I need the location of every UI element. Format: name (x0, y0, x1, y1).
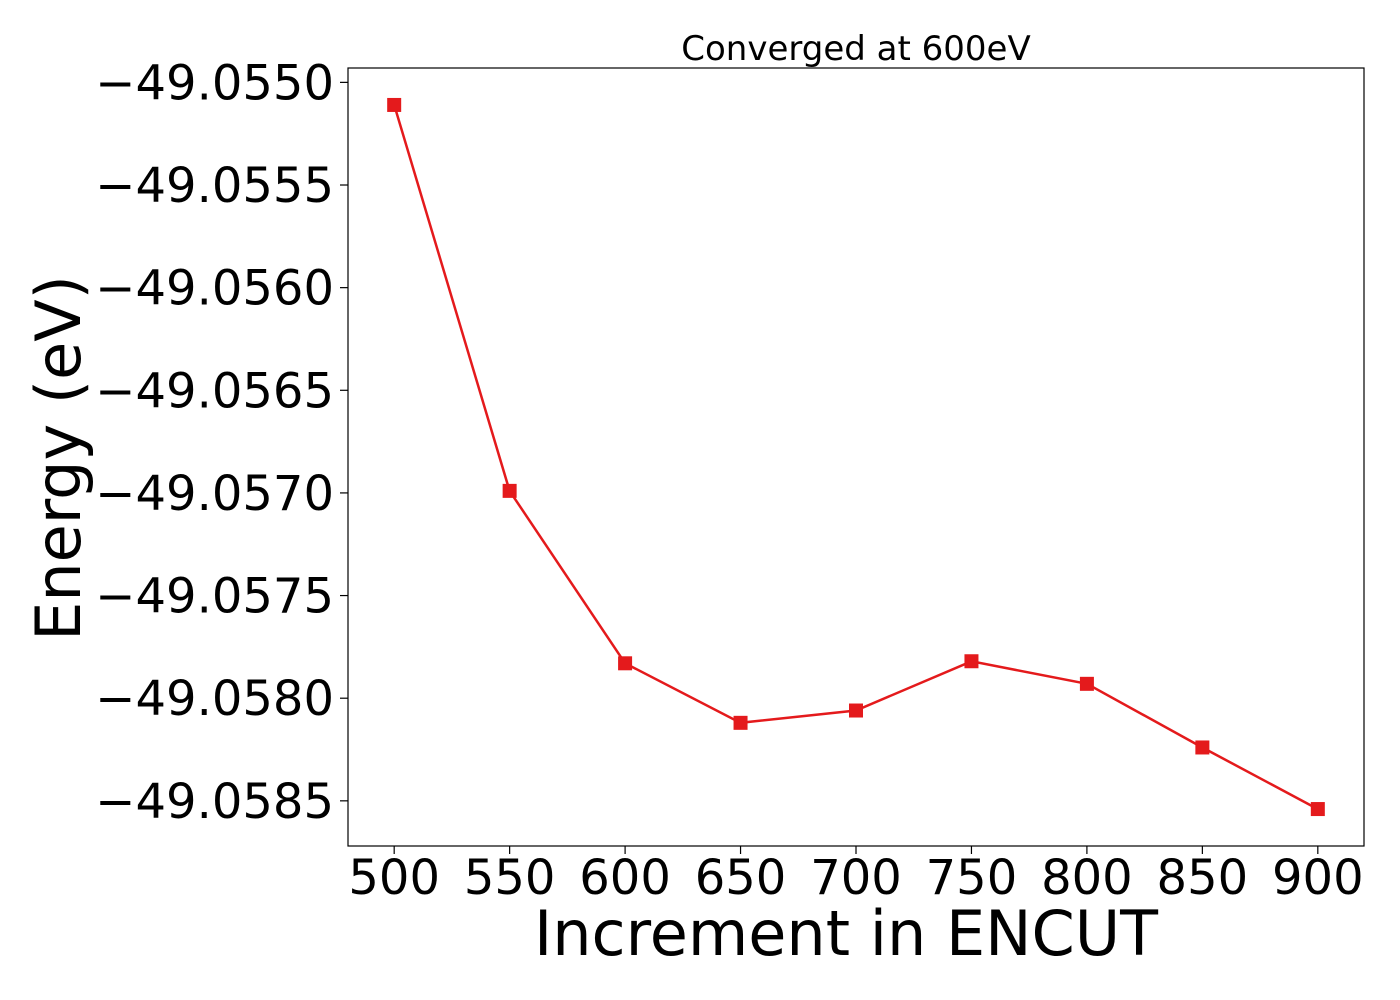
data-point (733, 715, 748, 730)
x-axis-label: Increment in ENCUT (534, 897, 1159, 970)
plot-frame (347, 67, 1365, 847)
x-tick-label: 600 (579, 850, 671, 906)
x-tick-label: 800 (1041, 850, 1133, 906)
y-tick-label: −49.0555 (95, 158, 334, 214)
x-axis: 500 550 600 650 700 750 800 850 900 (348, 846, 1364, 906)
x-tick-label: 500 (348, 850, 440, 906)
x-tick-label: 550 (464, 850, 556, 906)
x-tick-label: 850 (1157, 850, 1249, 906)
y-tick-label: −49.0560 (95, 261, 334, 317)
y-tick-label: −49.0570 (95, 466, 334, 522)
data-point (387, 97, 402, 112)
x-tick-label: 750 (926, 850, 1018, 906)
x-tick-label: 650 (695, 850, 787, 906)
y-tick-label: −49.0565 (95, 363, 334, 419)
data-point (849, 703, 863, 718)
data-point (502, 483, 517, 498)
y-axis-label: Energy (eV) (22, 275, 95, 641)
y-tick-label: −49.0575 (95, 569, 334, 625)
y-tick-label: −49.0550 (95, 55, 334, 111)
data-point (618, 656, 633, 671)
y-axis: −49.0550 −49.0555 −49.0560 −49.0565 −49.0570… (95, 55, 348, 830)
data-point (1079, 676, 1094, 691)
data-point (1195, 740, 1210, 755)
chart-title: Converged at 600eV (681, 29, 1030, 69)
data-point (964, 654, 979, 669)
y-tick-label: −49.0580 (95, 671, 334, 727)
data-point (1310, 802, 1325, 817)
y-tick-label: −49.0585 (95, 774, 334, 830)
x-tick-label: 900 (1272, 850, 1364, 906)
series-layer (387, 97, 1325, 817)
x-tick-label: 700 (810, 850, 902, 906)
